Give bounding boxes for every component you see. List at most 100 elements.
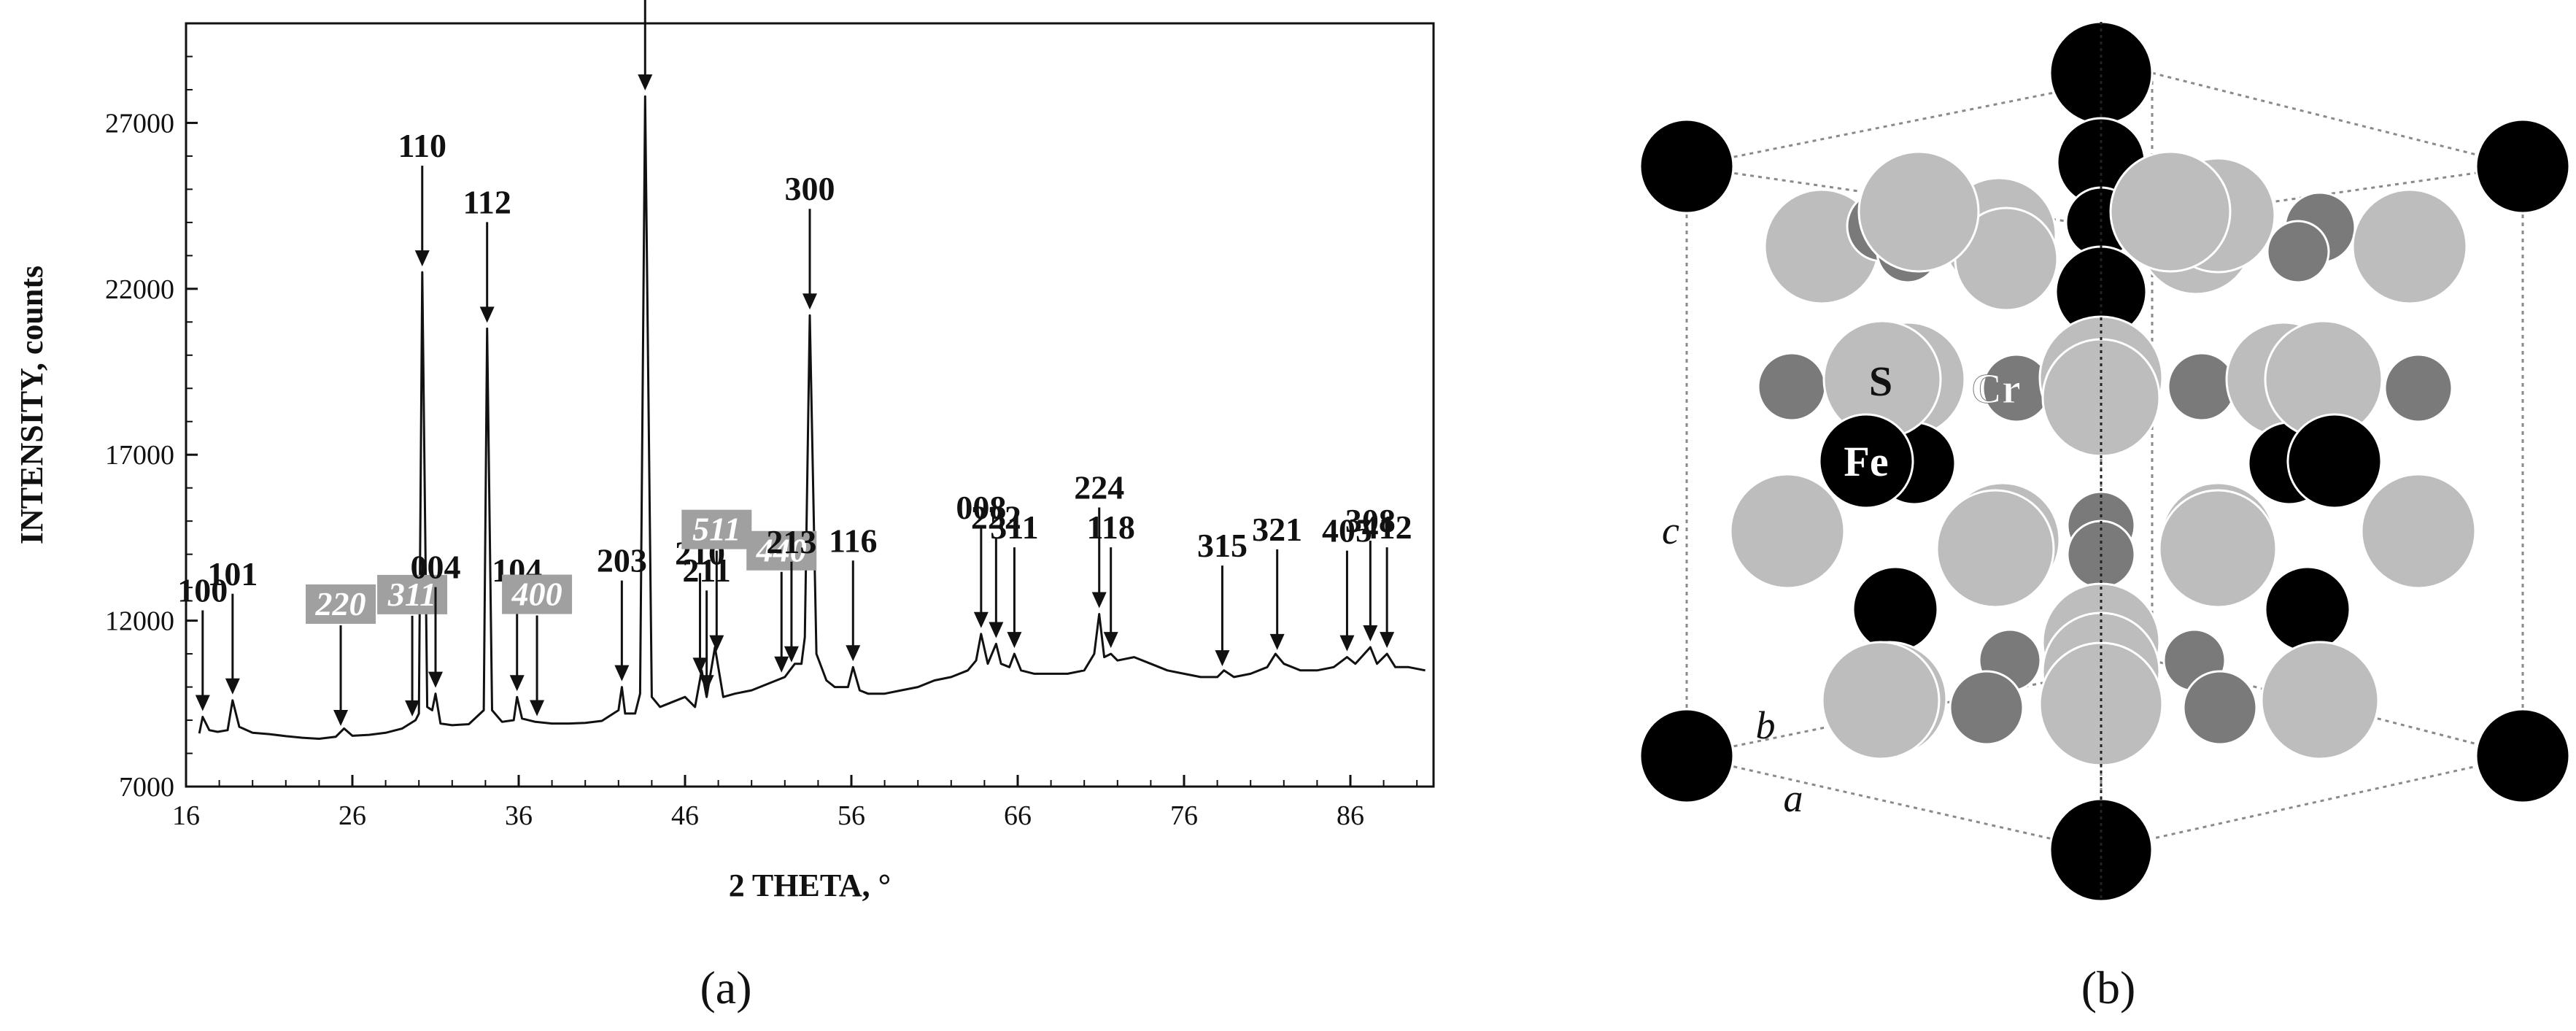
lattice-axis-a: a (1784, 776, 1803, 820)
peak-arrowhead (802, 293, 817, 310)
peak-arrowhead (1363, 625, 1378, 641)
peak-arrowhead (709, 635, 724, 652)
cr-atom (2266, 220, 2330, 284)
x-tick-label: 46 (671, 800, 699, 831)
y-tick-label: 12000 (105, 606, 174, 637)
peak-arrowhead (405, 700, 420, 717)
cr-atom (2182, 670, 2258, 746)
peak-label: 213 (766, 523, 816, 560)
peak-arrowhead (1103, 632, 1118, 649)
peak-label: 308 (1345, 502, 1396, 539)
s-atom (2109, 150, 2232, 273)
s-atom (2158, 489, 2278, 609)
peak-label-boxed: 440 (756, 532, 807, 569)
peak-arrowhead (846, 645, 861, 662)
x-axis-title: 2 THETA, ° (729, 868, 891, 903)
peak-label-boxed: 220 (315, 585, 366, 622)
cr-atom (1757, 352, 1827, 422)
s-atom (1935, 489, 2055, 609)
crystal-structure: S Cr Fe c b a (1639, 20, 2571, 903)
peak-arrowhead (428, 671, 443, 688)
peak-arrowhead (1007, 632, 1022, 649)
x-axis-ticks: 16 26 36 46 56 66 76 86 (172, 775, 1418, 831)
peak-arrowhead (692, 657, 708, 674)
s-atom (2360, 473, 2477, 590)
peak-label: 116 (829, 522, 877, 559)
fe-atom (2264, 565, 2351, 653)
peak-arrowhead (1380, 632, 1395, 649)
boxed-label-bg (681, 509, 752, 549)
xrd-chart: 7000 12000 17000 22000 27000 16 26 36 46 56 66 76 8… (14, 0, 1435, 903)
peak-label: 222 (971, 498, 1021, 536)
lattice-axis-c: c (1662, 509, 1679, 552)
fe-atom (1639, 118, 1735, 215)
peak-label-boxed: 400 (511, 576, 562, 613)
peak-label: 311 (990, 509, 1038, 546)
peak-arrowhead (989, 622, 1004, 638)
y-axis-ticks: 7000 12000 17000 22000 27000 (105, 23, 198, 803)
peak-label: 118 (1086, 509, 1134, 546)
fe-atom-label: Fe (1844, 438, 1888, 485)
peak-arrowhead (699, 675, 714, 692)
peak-label: 211 (682, 552, 730, 589)
y-tick-label: 7000 (119, 772, 174, 803)
y-tick-label: 22000 (105, 274, 174, 305)
peak-label: 412 (1362, 509, 1412, 546)
peak-arrowhead (1091, 592, 1107, 609)
x-tick-label: 66 (1004, 800, 1032, 831)
y-axis-title: INTENSITY, counts (14, 266, 50, 544)
peak-arrowhead (333, 709, 349, 726)
s-atom (1857, 150, 1980, 273)
peak-annotations: 1001012203110041101121044002031142102115… (177, 0, 1412, 726)
s-atom (2260, 641, 2380, 760)
peak-arrowhead (1215, 650, 1230, 667)
peak-arrowhead (614, 665, 630, 681)
peak-arrowhead (530, 700, 545, 717)
peak-label-boxed: 511 (692, 511, 740, 548)
peak-label: 405 (1322, 512, 1372, 549)
peak-label: 004 (411, 549, 461, 586)
peak-label: 110 (398, 127, 446, 164)
peak-arrowhead (414, 250, 430, 267)
s-atom (1821, 641, 1941, 760)
peak-label: 112 (463, 183, 511, 220)
panel-label-a: (a) (700, 962, 751, 1013)
x-tick-label: 76 (1170, 800, 1198, 831)
peak-arrowhead (774, 656, 789, 673)
s-atom-label: S (1869, 358, 1892, 405)
fe-atom (2475, 118, 2571, 215)
peak-label: 300 (785, 170, 835, 207)
x-tick-label: 26 (339, 800, 366, 831)
peak-label: 100 (177, 571, 228, 609)
panel-label-b: (b) (2081, 962, 2136, 1013)
peak-arrowhead (479, 306, 495, 323)
peak-arrowhead (784, 646, 799, 663)
y-tick-label: 17000 (105, 440, 174, 471)
peak-label-boxed: 311 (387, 576, 436, 613)
x-tick-label: 16 (172, 800, 200, 831)
peak-arrowhead (225, 678, 240, 695)
fe-atom (1818, 413, 1914, 509)
boxed-label-bg (306, 584, 376, 624)
peak-arrowhead (509, 675, 525, 692)
fe-atom (2286, 413, 2383, 509)
peak-arrowhead (1269, 633, 1285, 650)
cr-atom (2383, 353, 2453, 423)
fe-atom (1852, 565, 1939, 653)
peak-arrowhead (973, 611, 989, 628)
cr-atom (2167, 352, 2237, 422)
s-atom (1729, 473, 1846, 590)
peak-label: 224 (1074, 469, 1124, 506)
peak-label: 315 (1197, 527, 1248, 564)
peak-arrowhead (195, 695, 210, 711)
peak-label: 203 (597, 542, 647, 579)
x-tick-label: 56 (838, 800, 865, 831)
y-tick-label: 27000 (105, 108, 174, 139)
plot-frame (185, 22, 1435, 788)
boxed-label-bg (502, 574, 573, 614)
peak-label: 008 (956, 489, 1006, 526)
peak-arrowhead (1339, 635, 1355, 652)
boxed-label-bg (746, 530, 817, 571)
fe-atom (1639, 708, 1735, 804)
